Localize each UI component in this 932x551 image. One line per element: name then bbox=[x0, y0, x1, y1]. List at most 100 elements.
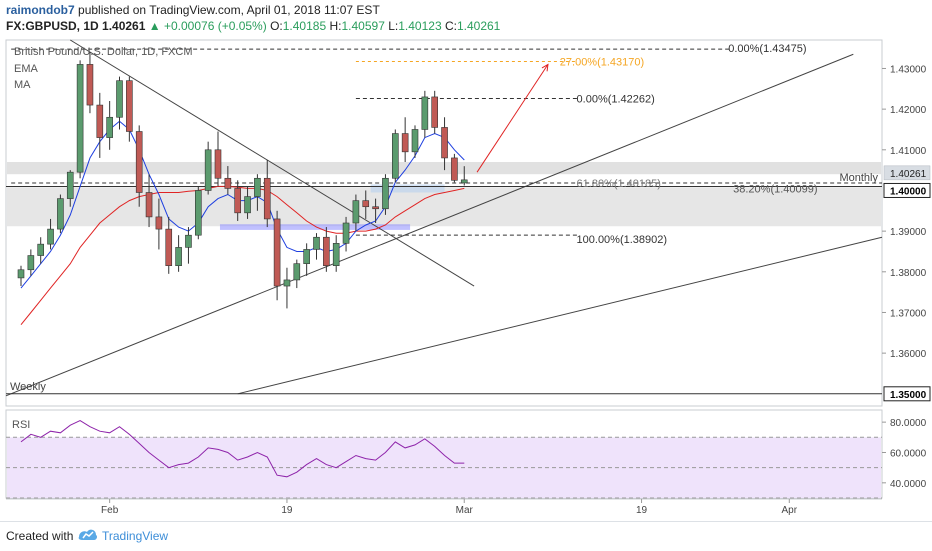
support-zone-blue bbox=[219, 224, 411, 230]
candle-body bbox=[47, 228, 54, 245]
candle-body bbox=[86, 64, 94, 106]
candle-body bbox=[106, 116, 113, 138]
level-price-box bbox=[883, 182, 931, 198]
candle-body bbox=[283, 279, 291, 287]
candle-body bbox=[27, 255, 35, 271]
ema-line bbox=[20, 120, 465, 289]
candle-body bbox=[263, 177, 271, 220]
ema-indicator-label[interactable]: EMA bbox=[14, 63, 38, 75]
supply-zone bbox=[7, 162, 881, 175]
rsi-pane: RSI 40.0000 60.0000 80.0000 bbox=[5, 409, 927, 499]
candle-body bbox=[421, 96, 429, 130]
candle-body bbox=[57, 198, 64, 230]
candle-body bbox=[362, 200, 370, 208]
candle-body bbox=[145, 192, 153, 218]
candle-body bbox=[431, 96, 439, 128]
candle-body bbox=[332, 243, 340, 266]
level-price-label: 1.40000 bbox=[890, 186, 927, 197]
candle-body bbox=[411, 129, 419, 153]
time-tick-label: 19 bbox=[636, 505, 648, 516]
candle-body bbox=[313, 236, 320, 250]
candle-body bbox=[116, 80, 123, 118]
level-price-label: 1.35000 bbox=[890, 390, 927, 401]
candle-body bbox=[401, 133, 409, 153]
rsi-line bbox=[20, 420, 465, 478]
price-tick-label: 1.37000 bbox=[890, 308, 927, 319]
price-tick-label: 1.42000 bbox=[890, 105, 927, 116]
candle-body bbox=[204, 149, 212, 191]
low-value: 1.40123 bbox=[398, 19, 442, 33]
fib-level-label: 0.00%(1.43475) bbox=[728, 43, 806, 55]
fib-level-label: 61.80%(1.40185) bbox=[577, 178, 661, 190]
candle-body bbox=[214, 149, 222, 179]
low-label: L: bbox=[388, 19, 399, 33]
candle-body bbox=[17, 269, 25, 279]
open-label: O: bbox=[270, 19, 283, 33]
ascending-trendline-upper bbox=[5, 53, 854, 397]
weekly-label: Weekly bbox=[10, 381, 46, 393]
ma-indicator-label[interactable]: MA bbox=[14, 79, 31, 91]
candle-body bbox=[372, 206, 379, 210]
candle-body bbox=[155, 216, 163, 230]
time-tick-label: Apr bbox=[782, 505, 798, 516]
time-tick-label: 19 bbox=[281, 505, 293, 516]
ma-line bbox=[20, 185, 465, 326]
candle-body bbox=[96, 104, 104, 138]
projection-arrow-head bbox=[541, 63, 549, 72]
current-price-box bbox=[883, 165, 931, 181]
candle-body bbox=[441, 127, 448, 159]
rsi-tick-label: 80.0000 bbox=[890, 418, 927, 429]
tradingview-logo-icon[interactable] bbox=[78, 527, 98, 548]
price-tick-label: 1.39000 bbox=[890, 227, 927, 238]
footer: Created with TradingView bbox=[0, 521, 932, 551]
last-price: 1.40261 bbox=[102, 19, 146, 33]
candle-body bbox=[254, 177, 261, 197]
price-tick-label: 1.41000 bbox=[890, 146, 927, 157]
candle-body bbox=[352, 200, 360, 224]
symbol-label: FX:GBPUSD, 1D bbox=[6, 19, 99, 33]
fib-level-label: 0.00%(1.42262) bbox=[577, 93, 655, 105]
ascending-trendline-lower bbox=[237, 236, 883, 395]
projection-arrow bbox=[476, 64, 549, 173]
candle-body bbox=[224, 177, 232, 189]
fib-level-label: 100.00%(1.38902) bbox=[577, 234, 668, 246]
time-axis: Feb19Mar19Apr16May14Jun bbox=[6, 498, 882, 516]
level-price-box bbox=[883, 386, 931, 402]
candle-body bbox=[37, 243, 45, 256]
rsi-tick-label: 60.0000 bbox=[890, 448, 927, 459]
candle-body bbox=[293, 263, 301, 281]
open-value: 1.40185 bbox=[282, 19, 327, 33]
author-link[interactable]: raimondob7 bbox=[6, 3, 75, 17]
candle-body bbox=[165, 228, 173, 267]
chart-canvas: 0.00%(1.43475) 27.00%(1.43170) 0.00%(1.422… bbox=[5, 39, 931, 516]
main-pane: 0.00%(1.43475) 27.00%(1.43170) 0.00%(1.422… bbox=[5, 39, 931, 407]
chart-title[interactable]: British Pound/U.S. Dollar, 1D, FXCM bbox=[14, 46, 193, 58]
created-with-text: Created with bbox=[6, 529, 74, 543]
price-change: ▲ +0.00076 (+0.05%) bbox=[148, 19, 267, 33]
close-label: C: bbox=[444, 19, 457, 33]
published-text: published on TradingView.com, April 01, … bbox=[78, 3, 380, 17]
candle-body bbox=[244, 196, 251, 214]
tradingview-brand-link[interactable]: TradingView bbox=[102, 529, 169, 543]
descending-trendline bbox=[69, 39, 475, 287]
symbol-line: FX:GBPUSD, 1D 1.40261 ▲ +0.00076 (+0.05%… bbox=[6, 19, 500, 33]
monthly-label: Monthly bbox=[839, 172, 878, 184]
close-value: 1.40261 bbox=[456, 19, 501, 33]
fib-level-label: 27.00%(1.43170) bbox=[560, 57, 644, 69]
candle-body bbox=[323, 236, 330, 267]
candle-body bbox=[66, 171, 74, 199]
price-tick-label: 1.36000 bbox=[890, 349, 927, 360]
candle-body bbox=[391, 133, 399, 179]
rsi-tick-label: 40.0000 bbox=[890, 479, 927, 490]
time-tick-label: Feb bbox=[101, 505, 119, 516]
current-price-label: 1.40261 bbox=[890, 169, 927, 180]
rsi-label: RSI bbox=[12, 419, 30, 431]
fib-level-label: 38.20%(1.40099) bbox=[733, 183, 817, 195]
candle-body bbox=[303, 249, 310, 264]
price-tick-label: 1.43000 bbox=[890, 64, 927, 75]
high-label: H: bbox=[329, 19, 342, 33]
candle-body bbox=[135, 131, 143, 193]
candle-body bbox=[342, 222, 350, 244]
price-tick-label: 1.38000 bbox=[890, 268, 927, 279]
candle-body bbox=[126, 80, 133, 132]
